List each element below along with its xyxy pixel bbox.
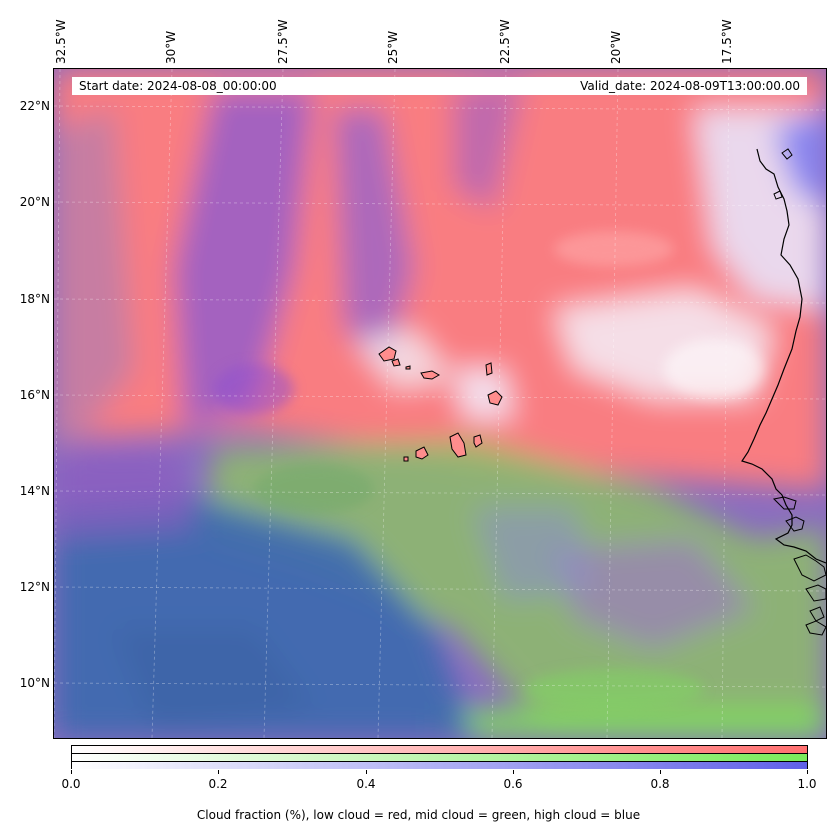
colorbar-tick-label-0: 0.0 xyxy=(61,777,81,791)
island-sal xyxy=(485,362,493,376)
date-info-bar: Start date: 2024-08-08_00:00:00 Valid_da… xyxy=(72,77,807,95)
cloud-fraction-map xyxy=(53,68,827,739)
coast-detail-guinea xyxy=(772,496,826,636)
lat-label-14n: 14°N xyxy=(19,484,50,498)
island-sao-nicolau xyxy=(420,370,441,380)
colorbar-high-cloud-blue xyxy=(72,762,807,769)
colorbar-tick-label-1: 1.0 xyxy=(797,777,817,791)
colorbar xyxy=(71,745,808,769)
island-brava xyxy=(403,456,409,462)
island-santiago xyxy=(449,432,467,458)
colorbar-low-cloud-red xyxy=(72,746,807,754)
island-sao-vicente xyxy=(391,358,401,367)
cloud-texture xyxy=(214,231,764,709)
lon-label-22-5w: 22.5°W xyxy=(498,19,512,64)
island-maio xyxy=(473,434,483,448)
lat-label-16n: 16°N xyxy=(19,388,50,402)
colorbar-tick xyxy=(807,770,808,774)
colorbar-tick-label-0-2: 0.2 xyxy=(208,777,228,791)
colorbar-tick xyxy=(218,770,219,774)
colorbar-tick xyxy=(71,770,72,774)
africa-coastline xyxy=(741,148,826,564)
lat-label-18n: 18°N xyxy=(19,292,50,306)
island-north xyxy=(773,148,793,200)
valid-date-label: Valid_date: 2024-08-09T13:00:00.00 xyxy=(580,79,800,93)
colorbar-tick xyxy=(513,770,514,774)
colorbar-tick-label-0-6: 0.6 xyxy=(503,777,523,791)
colorbar-tick-label-0-4: 0.4 xyxy=(356,777,376,791)
cape-verde-islands xyxy=(378,346,503,462)
start-date-label: Start date: 2024-08-08_00:00:00 xyxy=(79,79,277,93)
lat-label-12n: 12°N xyxy=(19,580,50,594)
colorbar-tick xyxy=(366,770,367,774)
colorbar-mid-cloud-green xyxy=(72,754,807,762)
island-boa-vista xyxy=(487,390,503,406)
lat-label-10n: 10°N xyxy=(19,676,50,690)
colorbar-tick-label-0-8: 0.8 xyxy=(650,777,670,791)
lon-label-27-5w: 27.5°W xyxy=(276,19,290,64)
island-fogo xyxy=(415,446,429,460)
graticule xyxy=(54,69,826,738)
colorbar-tick xyxy=(660,770,661,774)
cloud-field xyxy=(54,69,826,738)
lon-label-30w: 30°W xyxy=(164,30,178,64)
colorbar-caption: Cloud fraction (%), low cloud = red, mid… xyxy=(196,808,641,822)
lat-label-22n: 22°N xyxy=(19,99,50,113)
lon-label-20w: 20°W xyxy=(609,30,623,64)
map-canvas xyxy=(54,69,826,738)
lon-label-17-5w: 17.5°W xyxy=(720,19,734,64)
lon-label-25w: 25°W xyxy=(386,30,400,64)
lon-label-32-5w: 32.5°W xyxy=(54,19,68,64)
lat-label-20n: 20°N xyxy=(19,195,50,209)
island-santo-antao xyxy=(378,346,397,362)
island-santa-luzia xyxy=(405,365,411,370)
